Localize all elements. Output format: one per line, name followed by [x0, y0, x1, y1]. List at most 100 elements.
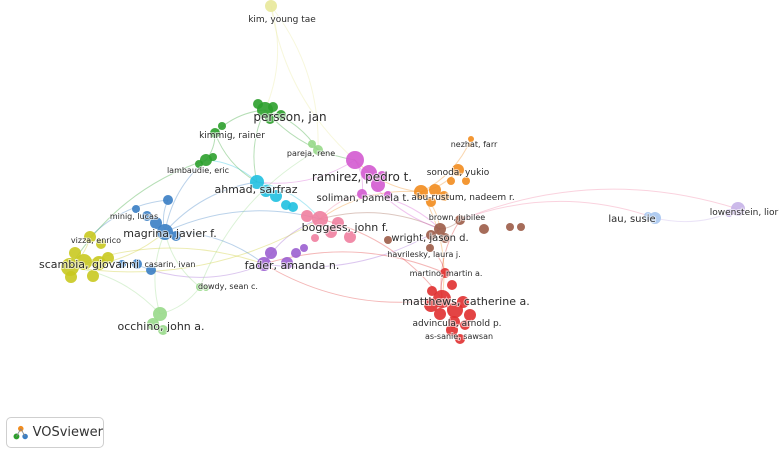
node-fader-0[interactable]	[257, 257, 271, 271]
node-ramirez-0[interactable]	[346, 151, 364, 169]
node-label-occhino[interactable]: occhino, john a.	[116, 319, 205, 334]
node-label-wright[interactable]: wright, jason d.	[390, 232, 469, 245]
node-fader-1[interactable]	[265, 247, 277, 259]
node-fader-3[interactable]	[291, 248, 301, 258]
node-casarin-0[interactable]	[146, 265, 156, 275]
node-scambia-6[interactable]	[87, 270, 99, 282]
node-boggess-2[interactable]	[332, 217, 344, 229]
node-minig-0[interactable]	[163, 195, 173, 205]
node-soliman-0[interactable]	[357, 189, 367, 199]
node-boggess-4[interactable]	[344, 231, 356, 243]
node-label-minig[interactable]: minig, lucas	[109, 211, 159, 222]
node-persson-3[interactable]	[265, 114, 275, 124]
node-lowenstein-0[interactable]	[731, 202, 745, 216]
node-nezhat-0[interactable]	[468, 136, 474, 142]
node-sonoda-1[interactable]	[447, 177, 455, 185]
node-ahmad-0[interactable]	[250, 175, 264, 189]
node-label-brown[interactable]: brown, jubilee	[428, 212, 487, 223]
node-wright-0[interactable]	[434, 223, 446, 235]
node-aburustum-2[interactable]	[439, 191, 449, 201]
node-advincula-1[interactable]	[460, 320, 470, 330]
node-dowdy-1[interactable]	[203, 285, 209, 291]
node-pareja-0[interactable]	[313, 145, 323, 155]
node-persson-2[interactable]	[268, 102, 278, 112]
node-label-lambaudie[interactable]: lambaudie, eric	[166, 165, 230, 176]
node-boggess-0[interactable]	[312, 211, 328, 227]
node-brown-3[interactable]	[517, 223, 525, 231]
node-scambia-3[interactable]	[102, 252, 114, 264]
node-label-havrilesky[interactable]: havrilesky, laura j.	[386, 249, 461, 260]
node-ramirez-1[interactable]	[361, 165, 377, 181]
node-label-martino[interactable]: martino, martin a.	[409, 268, 484, 279]
node-label-pareja[interactable]: pareja, rene	[286, 148, 336, 159]
node-sonoda-0[interactable]	[452, 164, 464, 176]
node-sonoda-2[interactable]	[462, 177, 470, 185]
node-aburustum-0[interactable]	[414, 185, 428, 199]
node-fader-2[interactable]	[281, 257, 293, 269]
node-lau-0[interactable]	[649, 212, 661, 224]
node-label-scambia[interactable]: scambia, giovanni	[38, 257, 140, 272]
node-ahmad-1[interactable]	[260, 185, 272, 197]
node-lambaudie-2[interactable]	[195, 160, 203, 168]
node-kim-0[interactable]	[265, 0, 277, 12]
node-wright-1[interactable]	[440, 233, 450, 243]
node-brown-2[interactable]	[506, 223, 514, 231]
node-brown-1[interactable]	[479, 224, 489, 234]
node-ramirez-3[interactable]	[377, 171, 387, 181]
node-boggess-5[interactable]	[311, 234, 319, 242]
node-scambia-5[interactable]	[65, 271, 77, 283]
node-pareja-1[interactable]	[308, 140, 316, 148]
node-persson-1[interactable]	[253, 99, 263, 109]
node-label-ramirez[interactable]: ramirez, pedro t.	[311, 169, 413, 185]
node-label-dowdy[interactable]: dowdy, sean c.	[197, 281, 259, 292]
node-persson-4[interactable]	[276, 110, 286, 120]
node-matthews-3[interactable]	[457, 296, 469, 308]
node-occhino-1[interactable]	[147, 318, 159, 330]
node-label-persson[interactable]: persson, jan	[252, 109, 327, 125]
node-vizza-1[interactable]	[96, 239, 106, 249]
node-label-vizza[interactable]: vizza, enrico	[70, 235, 122, 246]
node-label-fader[interactable]: fader, amanda n.	[244, 258, 341, 273]
node-advincula-0[interactable]	[446, 324, 458, 336]
node-martino-1[interactable]	[447, 280, 457, 290]
node-label-sonoda[interactable]: sonoda, yukio	[426, 167, 491, 179]
node-magrina-2[interactable]	[142, 211, 152, 221]
node-aburustum-1[interactable]	[429, 184, 441, 196]
vosviewer-logo[interactable]: VOSviewer	[6, 417, 104, 448]
node-assanie-0[interactable]	[455, 334, 465, 344]
node-occhino-0[interactable]	[153, 307, 167, 321]
node-wright-2[interactable]	[426, 230, 436, 240]
node-kimmig-1[interactable]	[218, 122, 226, 130]
node-label-ahmad[interactable]: ahmad, sarfraz	[213, 182, 298, 197]
node-label-casarin[interactable]: casarin, ivan	[144, 259, 197, 270]
node-aburustum-3[interactable]	[426, 197, 436, 207]
node-scambia-0[interactable]	[61, 258, 79, 276]
node-havrilesky-0[interactable]	[426, 244, 434, 252]
node-casarin-1[interactable]	[132, 259, 142, 269]
node-ahmad-4[interactable]	[288, 202, 298, 212]
node-label-aburustum[interactable]: abu-rustum, nadeem r.	[410, 192, 515, 204]
node-lowenstein-1[interactable]	[725, 209, 733, 217]
node-matthews-6[interactable]	[434, 308, 446, 320]
node-label-kim[interactable]: kim, young tae	[247, 14, 317, 26]
node-label-nezhat[interactable]: nezhat, farr	[450, 139, 499, 150]
node-occhino-2[interactable]	[158, 325, 168, 335]
node-matthews-4[interactable]	[464, 309, 476, 321]
node-magrina-3[interactable]	[171, 231, 181, 241]
node-martino-0[interactable]	[440, 268, 450, 278]
node-brown-0[interactable]	[455, 215, 465, 225]
node-label-magrina[interactable]: magrina, javier f.	[122, 226, 217, 241]
node-magrina-0[interactable]	[157, 224, 173, 240]
node-label-boggess[interactable]: boggess, john f.	[301, 220, 390, 235]
node-magrina-1[interactable]	[150, 217, 162, 229]
node-havrilesky-1[interactable]	[384, 236, 392, 244]
node-label-assanie[interactable]: as-sanie, sawsan	[424, 331, 494, 342]
node-soliman-1[interactable]	[384, 191, 392, 199]
node-ahmad-2[interactable]	[270, 190, 282, 202]
node-kimmig-0[interactable]	[210, 128, 220, 138]
node-ramirez-2[interactable]	[371, 178, 385, 192]
node-minig-1[interactable]	[132, 205, 140, 213]
node-scambia-1[interactable]	[76, 254, 92, 270]
node-casarin-2[interactable]	[118, 260, 126, 268]
node-label-soliman[interactable]: soliman, pamela t.	[315, 192, 410, 205]
